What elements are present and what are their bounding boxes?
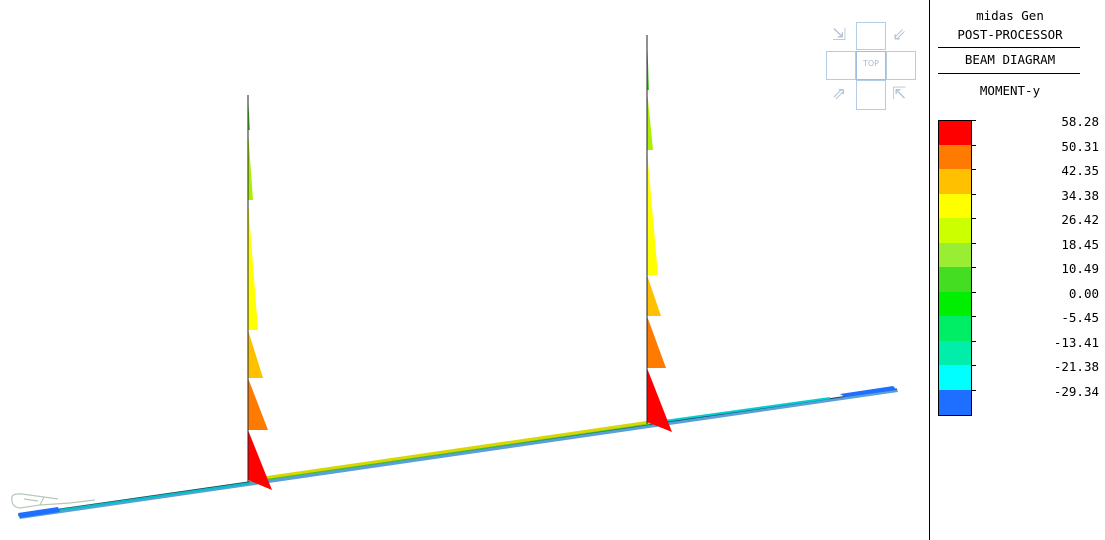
nav-face-top[interactable]: TOP (856, 51, 886, 80)
header-divider-2 (938, 73, 1080, 74)
legend-tick (972, 365, 976, 366)
legend-swatch (938, 120, 972, 145)
nav-face-top-label: TOP (862, 59, 879, 68)
legend-swatch (938, 291, 972, 317)
legend-tick (972, 218, 976, 219)
legend-swatch (938, 169, 972, 194)
left-column-moment-diagram (247, 95, 272, 490)
legend-tick (972, 340, 976, 342)
legend-tick (972, 144, 976, 146)
legend-swatch (938, 316, 972, 341)
legend-value-label: -5.45 (1061, 310, 1099, 325)
legend-value-label: 58.28 (1061, 114, 1099, 129)
nav-face-top-edge[interactable] (856, 22, 886, 50)
nav-face-left[interactable] (826, 51, 856, 80)
header-divider-1 (938, 47, 1080, 48)
legend-value-label: 10.49 (1061, 261, 1099, 276)
view-navigation-cube[interactable]: TOP ⇲ ⇙ ⇗ ⇱ (826, 22, 916, 110)
nav-face-right[interactable] (886, 51, 916, 80)
legend-value-label: -13.41 (1053, 334, 1099, 350)
legend-swatch (938, 144, 972, 170)
nav-face-bottom-edge[interactable] (856, 80, 886, 110)
legend-tick (972, 389, 976, 391)
legend-tick (972, 316, 976, 317)
nav-corner-nw-arrow-icon[interactable]: ⇲ (832, 25, 847, 45)
legend-value-label: 42.35 (1061, 163, 1099, 178)
legend-value-label: 26.42 (1061, 212, 1099, 227)
model-viewport[interactable]: TOP ⇲ ⇙ ⇗ ⇱ (0, 0, 928, 540)
app-name-label: midas Gen (976, 8, 1044, 23)
axis-symbol-icon (11, 493, 96, 509)
nav-corner-se-arrow-icon[interactable]: ⇱ (892, 84, 907, 104)
right-column-moment-diagram (646, 35, 672, 432)
nav-corner-ne-arrow-icon[interactable]: ⇙ (892, 25, 907, 45)
legend-value-label: 0.00 (1068, 285, 1099, 301)
mode-label: POST-PROCESSOR (957, 27, 1063, 42)
legend-tick (972, 267, 976, 268)
legend-swatch (938, 389, 972, 416)
beam-diagram-canvas[interactable] (0, 0, 928, 540)
nav-corner-sw-arrow-icon[interactable]: ⇗ (832, 84, 847, 104)
legend-tick (972, 242, 976, 244)
legend-swatch (938, 365, 972, 390)
legend-value-label: -21.38 (1053, 359, 1099, 374)
panel-divider (929, 0, 930, 540)
legend-panel: midas Gen POST-PROCESSOR BEAM DIAGRAM MO… (930, 0, 1105, 540)
legend-swatch (938, 242, 972, 268)
legend-value-label: 50.31 (1061, 138, 1099, 154)
legend-swatch (938, 218, 972, 243)
legend-value-label: 18.45 (1061, 236, 1099, 252)
legend-tick (972, 169, 976, 170)
legend-value-label: -29.34 (1053, 383, 1099, 399)
legend-tick (972, 193, 976, 195)
legend-tick (972, 120, 976, 121)
legend-swatch (938, 267, 972, 292)
legend-value-label: 34.38 (1061, 187, 1099, 203)
diagram-type-label: BEAM DIAGRAM (964, 52, 1056, 67)
result-component-label: MOMENT-y (979, 83, 1041, 98)
legend-swatch (938, 340, 972, 366)
legend-tick (972, 291, 976, 293)
legend-swatch (938, 193, 972, 219)
